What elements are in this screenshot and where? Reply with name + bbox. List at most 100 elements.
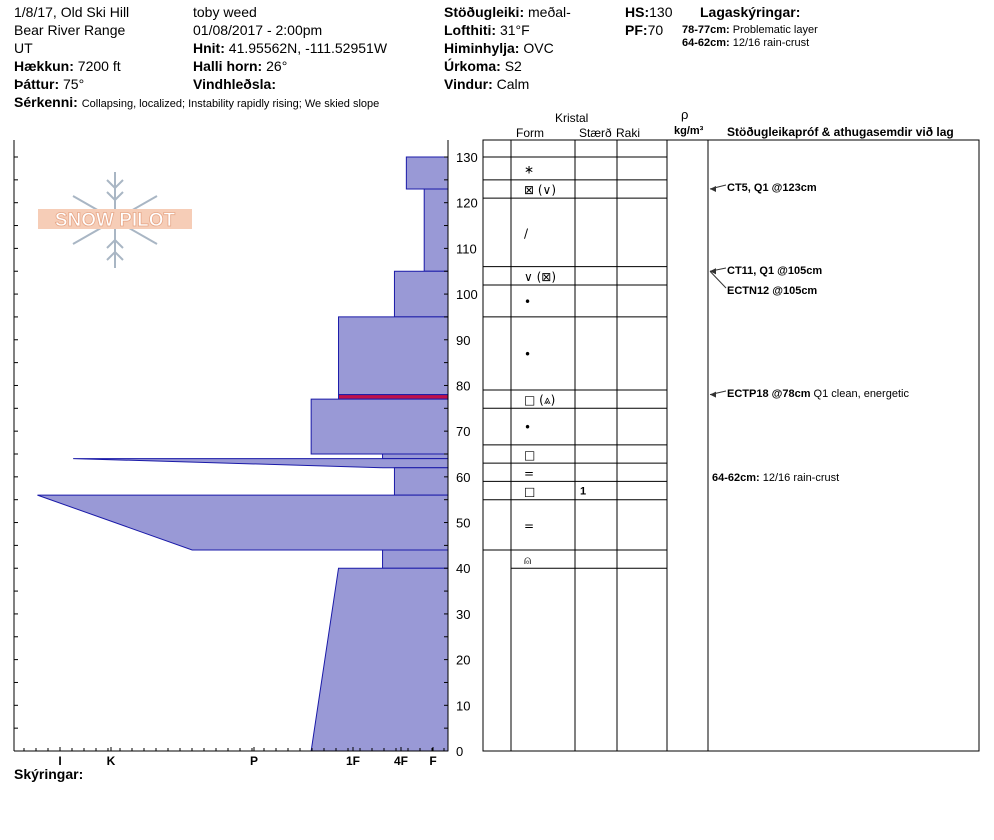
hardness-label: 1F <box>346 754 360 768</box>
hs: HS:130 <box>625 4 672 20</box>
hardness-layer <box>338 394 449 400</box>
precip-value: S2 <box>504 58 522 74</box>
sky-value: OVC <box>523 40 554 56</box>
rho-header: ρ <box>681 107 689 122</box>
coords-label: Hnit: <box>193 40 225 56</box>
hs-label: HS: <box>625 4 650 20</box>
wind-value: Calm <box>496 76 530 92</box>
layer-form-symbol: • <box>524 295 531 309</box>
datetime: 01/08/2017 - 2:00pm <box>193 22 323 38</box>
hardness-label: P <box>250 754 258 768</box>
slope-label: Halli horn: <box>193 58 263 74</box>
stability-value: meðal- <box>528 4 571 20</box>
test-arrow <box>709 270 727 289</box>
elevation: Hækkun: 7200 ft <box>14 58 121 74</box>
pf: PF:70 <box>625 22 663 38</box>
depth-tick-label: 60 <box>456 470 470 485</box>
air-temp: Lofthiti: 31°F <box>444 22 530 38</box>
layer-form-symbol: • <box>524 421 531 435</box>
layer-form-symbol: ∗ <box>524 162 534 176</box>
test-result: CT5, Q1 @123cm <box>727 182 817 194</box>
table-frame <box>482 139 980 752</box>
stability-test: ECTP18 @78cm Q1 clean, energetic <box>727 388 909 400</box>
hardness-layer <box>405 156 449 190</box>
depth-tick-label: 100 <box>456 287 478 302</box>
layer-comment: 64-62cm: 12/16 rain-crust <box>712 472 839 484</box>
observer: toby weed <box>193 4 257 20</box>
arrow-head-icon <box>710 391 716 398</box>
layer-comment-range: 64-62cm: <box>712 472 760 484</box>
layer-note-1-text: Problematic layer <box>732 24 818 36</box>
depth-tick-label: 30 <box>456 607 470 622</box>
elevation-value: 7200 ft <box>77 58 121 74</box>
air-temp-value: 31°F <box>499 22 530 38</box>
crystal-header: Kristal <box>555 111 589 125</box>
layer-comment-text: 12/16 rain-crust <box>760 472 839 484</box>
hardness-layer <box>338 316 449 396</box>
density-unit-header: kg/m³ <box>674 125 704 137</box>
hardness-layer <box>382 549 449 569</box>
arrow-head-icon <box>710 185 716 192</box>
moisture-header: Raki <box>616 126 641 140</box>
depth-tick-label: 50 <box>456 516 470 531</box>
size-header: Stærð <box>579 126 612 140</box>
location-line: 1/8/17, Old Ski Hill <box>14 4 130 20</box>
layer-size: 1 <box>580 486 586 498</box>
coords: Hnit: 41.95562N, -111.52951W <box>193 40 387 56</box>
layer-form-symbol: ∨ (⊠) <box>524 270 556 284</box>
hardness-layer <box>73 458 449 469</box>
stratigraphy-table: ∗ ⊠ (∨) / ∨ (⊠) • • □ (⩓) • □ = □ 1 = ⍝ CT5, Q1 @123cm… <box>482 139 980 752</box>
layer-form-symbol: ⊠ (∨) <box>524 183 556 197</box>
wind-loading: Vindhleðsla: <box>193 76 276 92</box>
depth-tick-label: 10 <box>456 698 470 713</box>
wind: Vindur: Calm <box>444 76 529 92</box>
hardness-layer <box>382 453 449 460</box>
wind-loading-label: Vindhleðsla: <box>193 76 276 92</box>
hardness-layer <box>310 567 449 752</box>
layer-note-2-range: 64-62cm: <box>682 37 730 49</box>
hardness-layer <box>423 188 449 272</box>
stability-test: ECTN12 @105cm <box>727 285 817 297</box>
test-result: ECTP18 @78cm <box>727 388 811 400</box>
air-temp-label: Lofthiti: <box>444 22 497 38</box>
range-name: Bear River Range <box>14 22 126 38</box>
hardness-layer <box>310 398 449 455</box>
logo-text: SNOW PILOT <box>55 210 176 231</box>
elevation-label: Hækkun: <box>14 58 74 74</box>
aspect-value: 75° <box>63 76 85 92</box>
layer-note-2-text: 12/16 rain-crust <box>732 37 810 49</box>
hardness-label: 4F <box>394 754 408 768</box>
sky: Himinhylja: OVC <box>444 40 554 56</box>
comments-label: Skýringar: <box>14 766 84 782</box>
pf-value: 70 <box>647 22 664 38</box>
layer-note-1-range: 78-77cm: <box>682 24 730 36</box>
layer-form-symbol: • <box>524 347 531 361</box>
depth-tick-label: 80 <box>456 378 470 393</box>
depth-tick-label: 20 <box>456 653 470 668</box>
slope: Halli horn: 26° <box>193 58 287 74</box>
depth-axis: 0 10 20 30 40 50 60 70 80 90 100 110 120 130 I K P 1F 4F F <box>13 140 478 768</box>
depth-tick-label: 90 <box>456 333 470 348</box>
depth-tick-label: 110 <box>456 241 477 256</box>
hs-value: 130 <box>649 4 673 20</box>
sky-label: Himinhylja: <box>444 40 520 56</box>
depth-tick-label: 70 <box>456 424 470 439</box>
layer-form-symbol: □ <box>524 485 535 499</box>
layer-notes-title: Lagaskýringar: <box>700 4 801 20</box>
hardness-label: I <box>58 754 61 768</box>
precip: Úrkoma: S2 <box>444 58 522 74</box>
layer-form-symbol: / <box>524 226 529 240</box>
hardness-label: F <box>429 754 436 768</box>
hardness-layer <box>37 494 449 551</box>
layer-form-symbol: = <box>524 519 534 533</box>
hardness-layer <box>393 467 449 496</box>
layer-form-symbol: = <box>524 466 534 480</box>
layer-form-symbol: □ <box>524 448 535 462</box>
depth-tick-label: 40 <box>456 561 470 576</box>
depth-tick-label: 0 <box>456 744 463 759</box>
layer-form-symbol: ⍝ <box>524 553 531 567</box>
stability-test: CT11, Q1 @105cm <box>727 265 822 277</box>
features-value: Collapsing, localized; Instability rapid… <box>81 98 380 110</box>
stability: Stöðugleiki: meðal- <box>444 4 571 20</box>
